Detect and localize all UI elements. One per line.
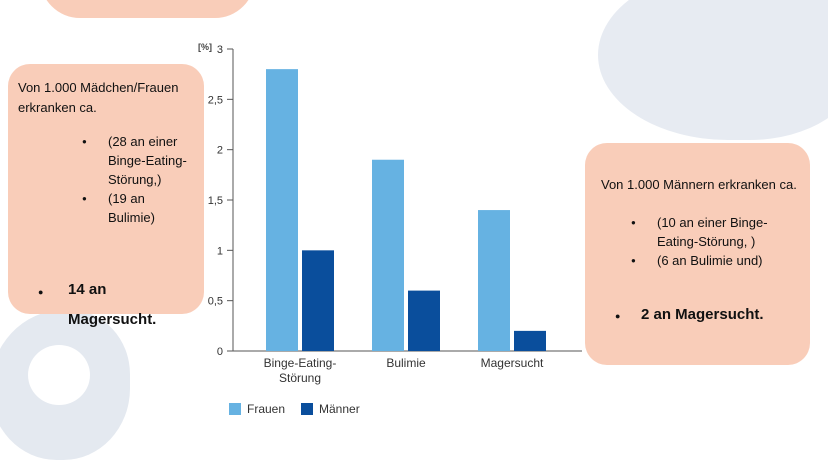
info-box-women: Von 1.000 Mädchen/Frauen erkranken ca. (… <box>8 64 204 328</box>
bar-maenner <box>514 330 546 351</box>
x-category-label: Störung <box>279 371 321 385</box>
bar-frauen <box>266 69 298 351</box>
decorative-blob-left-hole <box>28 345 90 405</box>
legend-label: Frauen <box>247 402 285 416</box>
women-stats-list: (28 an einer Binge-Eating-Störung,) (19 … <box>82 132 194 227</box>
men-stats-list: (10 an einer Binge-Eating-Störung, ) (6 … <box>631 213 798 270</box>
bar-maenner <box>302 250 334 351</box>
legend-swatch-maenner <box>301 403 313 415</box>
bar-frauen <box>372 159 404 351</box>
men-stat-bulimie: (6 an Bulimie und) <box>631 251 798 270</box>
y-tick-label: 3 <box>217 44 223 56</box>
y-tick-label: 0,5 <box>208 296 223 308</box>
y-unit-label: [%] <box>198 42 212 52</box>
y-tick-label: 1,5 <box>208 195 223 207</box>
x-category-label: Binge-Eating- <box>264 356 337 370</box>
bar-maenner <box>408 290 440 351</box>
women-highlight: 14 an Magersucht. <box>38 275 188 335</box>
bar-frauen <box>478 210 510 351</box>
women-intro-text: Von 1.000 Mädchen/Frauen erkranken ca. <box>18 80 179 115</box>
men-intro-text: Von 1.000 Männern erkranken ca. <box>601 177 797 192</box>
info-box-men: Von 1.000 Männern erkranken ca. (10 an e… <box>585 143 810 365</box>
men-highlight: 2 an Magersucht. <box>615 305 798 326</box>
men-stat-binge: (10 an einer Binge-Eating-Störung, ) <box>631 213 798 251</box>
x-category-label: Magersucht <box>481 356 544 370</box>
women-stat-bulimie: (19 an Bulimie) <box>82 189 194 227</box>
decorative-blob-top <box>40 0 255 18</box>
legend-swatch-frauen <box>229 403 241 415</box>
legend-label: Männer <box>319 402 360 416</box>
x-category-label: Bulimie <box>386 356 426 370</box>
y-tick-label: 2,5 <box>208 94 223 106</box>
y-tick-label: 2 <box>217 145 223 157</box>
women-stat-binge: (28 an einer Binge-Eating-Störung,) <box>82 132 194 189</box>
women-highlight-line2: Magersucht. <box>68 311 157 328</box>
y-tick-label: 1 <box>217 245 223 257</box>
y-tick-label: 0 <box>217 346 223 358</box>
women-highlight-line1: 14 an <box>68 281 107 298</box>
